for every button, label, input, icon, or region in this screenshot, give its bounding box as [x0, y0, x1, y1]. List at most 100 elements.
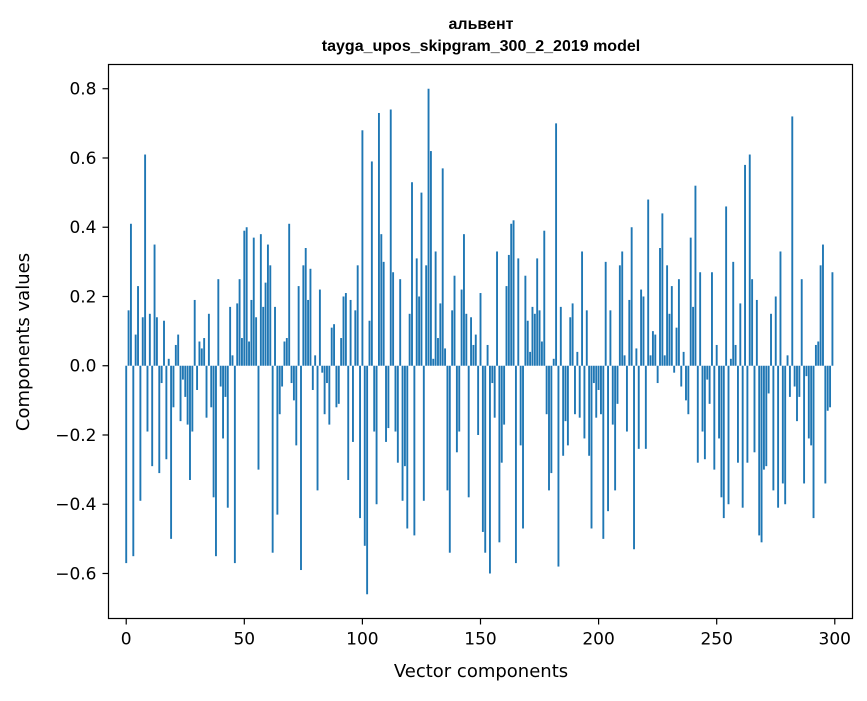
bar-180 [550, 365, 553, 474]
bar-149 [477, 365, 480, 435]
bar-214 [630, 227, 633, 366]
x-tick-label: 250 [700, 630, 732, 650]
bar-112 [389, 109, 392, 366]
bar-215 [633, 365, 635, 550]
bar-203 [604, 261, 607, 366]
y-axis-ticks: −0.6 −0.4 −0.2 0.0 0.2 0.4 0.6 0.8 [55, 80, 109, 584]
bar-80 [314, 355, 317, 366]
y-axis-label: Components values [13, 253, 34, 431]
bar-272 [767, 365, 770, 394]
bar-138 [451, 310, 454, 366]
bar-86 [328, 365, 331, 425]
bar-199 [595, 365, 598, 418]
bar-187 [566, 365, 569, 446]
bar-154 [489, 365, 491, 574]
bar-83 [321, 365, 324, 373]
bar-158 [498, 365, 501, 543]
bar-209 [618, 265, 621, 366]
bar-72 [295, 365, 298, 446]
bar-69 [288, 223, 291, 366]
bar-135 [444, 348, 447, 366]
bar-299 [831, 272, 834, 366]
bar-242 [696, 365, 699, 463]
bar-261 [741, 365, 744, 508]
bar-183 [557, 365, 560, 567]
plot-frame [107, 63, 854, 620]
bar-37 [212, 365, 215, 498]
bar-202 [602, 365, 605, 539]
bar-276 [777, 365, 780, 508]
bar-102 [366, 365, 369, 595]
bar-244 [701, 365, 704, 432]
bar-297 [826, 365, 829, 411]
bar-275 [774, 296, 777, 366]
y-tick-label: −0.2 [55, 426, 96, 446]
bar-287 [803, 365, 806, 484]
bar-109 [382, 261, 385, 366]
bar-282 [791, 116, 794, 366]
bar-137 [448, 365, 451, 553]
bar-11 [151, 365, 154, 467]
bar-78 [309, 268, 312, 366]
bar-151 [481, 365, 484, 532]
bar-31 [198, 341, 201, 366]
bar-104 [370, 161, 373, 366]
bar-125 [420, 192, 423, 366]
bar-234 [677, 279, 680, 366]
x-axis-label: Vector components [394, 661, 568, 682]
bar-59 [264, 282, 267, 366]
bar-133 [439, 303, 442, 366]
bar-210 [621, 251, 624, 366]
bar-212 [625, 365, 628, 432]
bar-111 [387, 365, 390, 429]
bar-29 [193, 299, 196, 366]
bar-23 [179, 365, 182, 422]
bar-116 [399, 279, 402, 366]
bar-128 [427, 88, 430, 366]
bar-150 [479, 293, 482, 366]
bar-25 [184, 365, 187, 397]
bar-93 [344, 293, 347, 366]
bar-28 [191, 365, 194, 432]
bar-53 [250, 299, 253, 366]
bar-101 [363, 365, 366, 546]
y-tick-label: −0.6 [55, 564, 96, 584]
bar-97 [354, 310, 357, 366]
y-tick-label: −0.4 [55, 495, 96, 515]
bar-67 [283, 341, 286, 366]
bar-79 [311, 365, 314, 390]
bar-247 [708, 365, 711, 404]
chart-subtitle: tayga_upos_skipgram_300_2_2019 model [322, 38, 640, 55]
bar-280 [786, 355, 789, 366]
bar-220 [644, 365, 647, 449]
bar-224 [654, 334, 657, 366]
bar-117 [401, 365, 404, 501]
bar-47 [236, 303, 239, 366]
bar-178 [545, 365, 548, 415]
bar-232 [673, 365, 676, 373]
bar-165 [514, 365, 517, 564]
bar-271 [765, 365, 768, 467]
x-tick-label: 100 [346, 630, 378, 650]
bar-148 [474, 334, 477, 366]
bar-249 [713, 365, 716, 470]
bar-169 [524, 275, 527, 366]
bar-50 [243, 230, 246, 366]
bar-236 [682, 351, 685, 366]
bar-206 [611, 365, 614, 425]
bar-156 [493, 365, 496, 418]
bar-163 [510, 223, 513, 366]
bar-76 [304, 248, 307, 366]
bar-265 [751, 279, 754, 366]
bar-263 [746, 365, 749, 463]
bar-251 [718, 365, 720, 439]
bar-81 [316, 365, 319, 491]
bar-227 [661, 213, 664, 366]
bar-290 [810, 365, 813, 446]
bar-66 [281, 365, 284, 387]
bar-223 [651, 331, 654, 366]
bar-176 [540, 341, 543, 366]
bar-132 [437, 338, 439, 366]
bar-42 [224, 365, 227, 397]
bar-157 [496, 251, 498, 366]
